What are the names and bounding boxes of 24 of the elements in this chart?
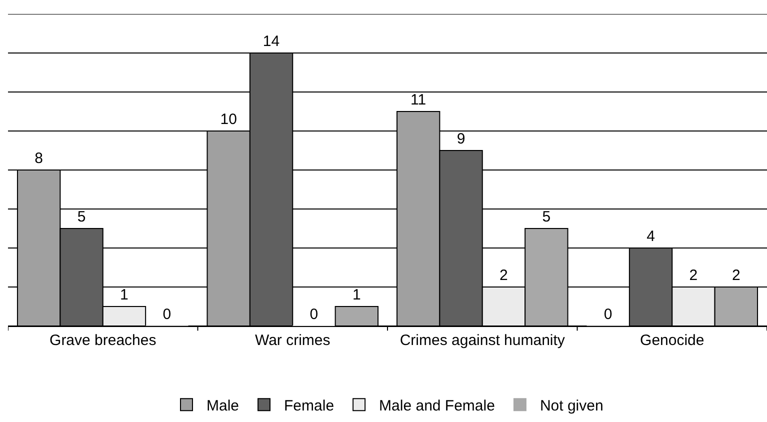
data-label: 0: [162, 306, 172, 323]
data-label: 5: [542, 208, 551, 226]
data-label: 0: [604, 306, 612, 323]
x-tick-label: Grave breaches: [50, 332, 156, 349]
data-label: 4: [646, 228, 655, 245]
data-label: 2: [732, 267, 740, 284]
data-label: 0: [310, 306, 318, 323]
data-label: 5: [77, 208, 86, 226]
legend-label: Male and Female: [379, 398, 495, 414]
data-label: 2: [500, 267, 508, 284]
legend-label: Female: [284, 398, 334, 414]
x-tick-label: War crimes: [254, 332, 330, 349]
data-label: 9: [456, 130, 466, 148]
data-label: 1: [120, 286, 128, 304]
data-label: 11: [410, 92, 426, 108]
legend-label: Not given: [540, 398, 604, 414]
x-tick-label: Genocide: [640, 332, 704, 349]
data-label: 14: [262, 33, 280, 50]
x-tick-label: Crimes against humanity: [400, 332, 566, 349]
data-label: 2: [689, 267, 698, 284]
legend-label: Male: [206, 398, 240, 414]
data-label: 1: [352, 286, 361, 304]
data-label: 8: [34, 150, 44, 167]
data-label: 10: [220, 111, 237, 128]
